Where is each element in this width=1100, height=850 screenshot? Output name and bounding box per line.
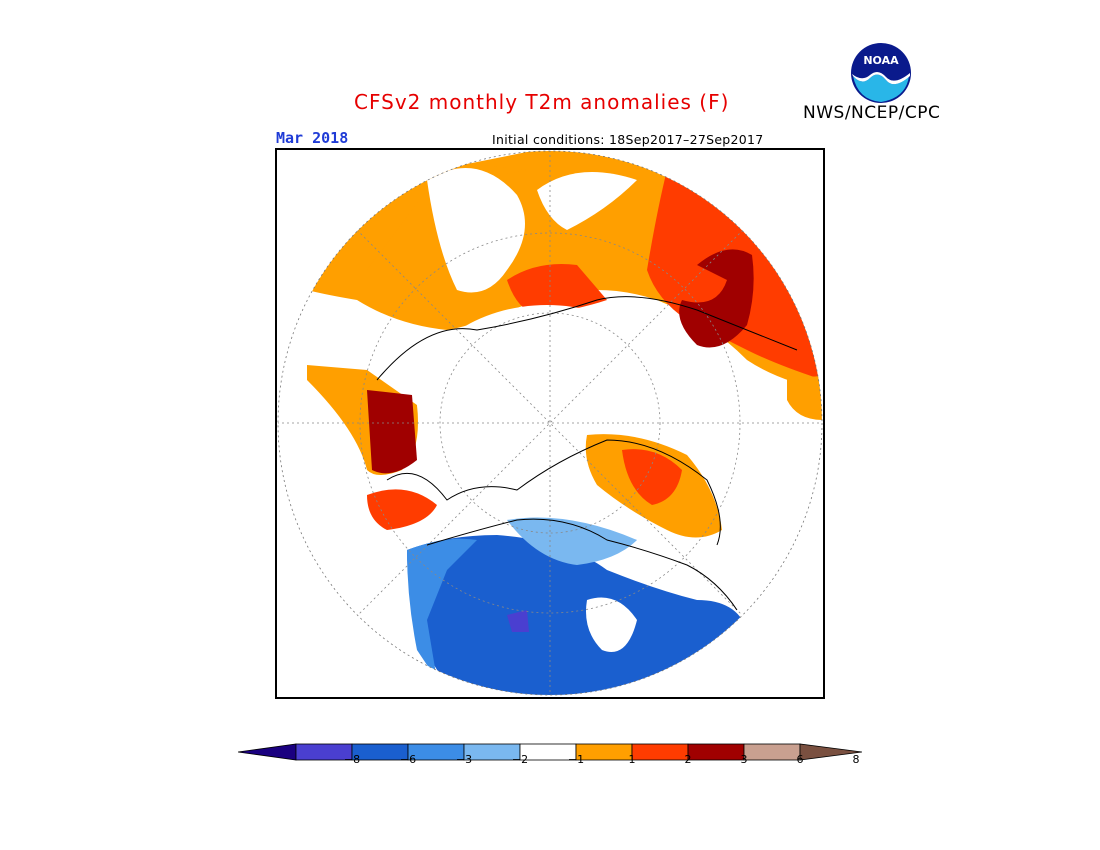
legend-tick-label: 1: [628, 753, 636, 766]
coastline: [376, 296, 798, 611]
anomaly-region-europe-2: [367, 390, 417, 474]
anomaly-region-east-asia-2: [507, 264, 607, 315]
noaa-logo: NOAA: [851, 43, 911, 103]
white-patch-asia: [427, 168, 525, 293]
anomaly-region-korea: [679, 249, 754, 348]
legend-swatch: [631, 743, 689, 761]
legend-tick-label: −3: [455, 753, 473, 766]
legend-tick-label: −6: [399, 753, 417, 766]
legend-tick-label: −1: [567, 753, 585, 766]
anomaly-region-north-america: [407, 535, 747, 695]
legend-swatch: [687, 743, 745, 761]
legend-tick-label: 8: [852, 753, 860, 766]
legend-tick-label: 3: [740, 753, 748, 766]
forecast-month: Mar 2018: [276, 129, 349, 147]
legend-arrow-right: [799, 743, 862, 761]
logo-text: NOAA: [863, 54, 899, 67]
legend-tick-label: 6: [796, 753, 804, 766]
polar-map: [277, 150, 823, 696]
initial-conditions: Initial conditions: 18Sep2017–27Sep2017: [492, 132, 764, 147]
anomaly-region-alaska-2: [622, 449, 682, 505]
legend-tick-label: −8: [343, 753, 361, 766]
anomaly-region-canada-light: [407, 538, 477, 680]
agency-label: NWS/NCEP/CPC: [803, 103, 941, 123]
anomaly-region-iceland: [367, 489, 437, 530]
chart-title: CFSv2 monthly T2m anomalies (F): [354, 90, 730, 114]
legend-tick-label: −2: [511, 753, 529, 766]
map-frame: [275, 148, 825, 699]
legend-swatch: [575, 743, 633, 761]
anomaly-region-west-canada: [507, 610, 529, 632]
anomaly-region-japan: [787, 370, 822, 420]
white-patch-hudson: [586, 597, 637, 652]
anomaly-region-arctic-islands: [507, 517, 637, 565]
color-legend: [238, 743, 862, 761]
legend-swatch: [743, 743, 801, 761]
white-patch-asia-2: [537, 172, 637, 230]
legend-tick-label: 2: [684, 753, 692, 766]
legend-arrow-left: [238, 743, 297, 761]
